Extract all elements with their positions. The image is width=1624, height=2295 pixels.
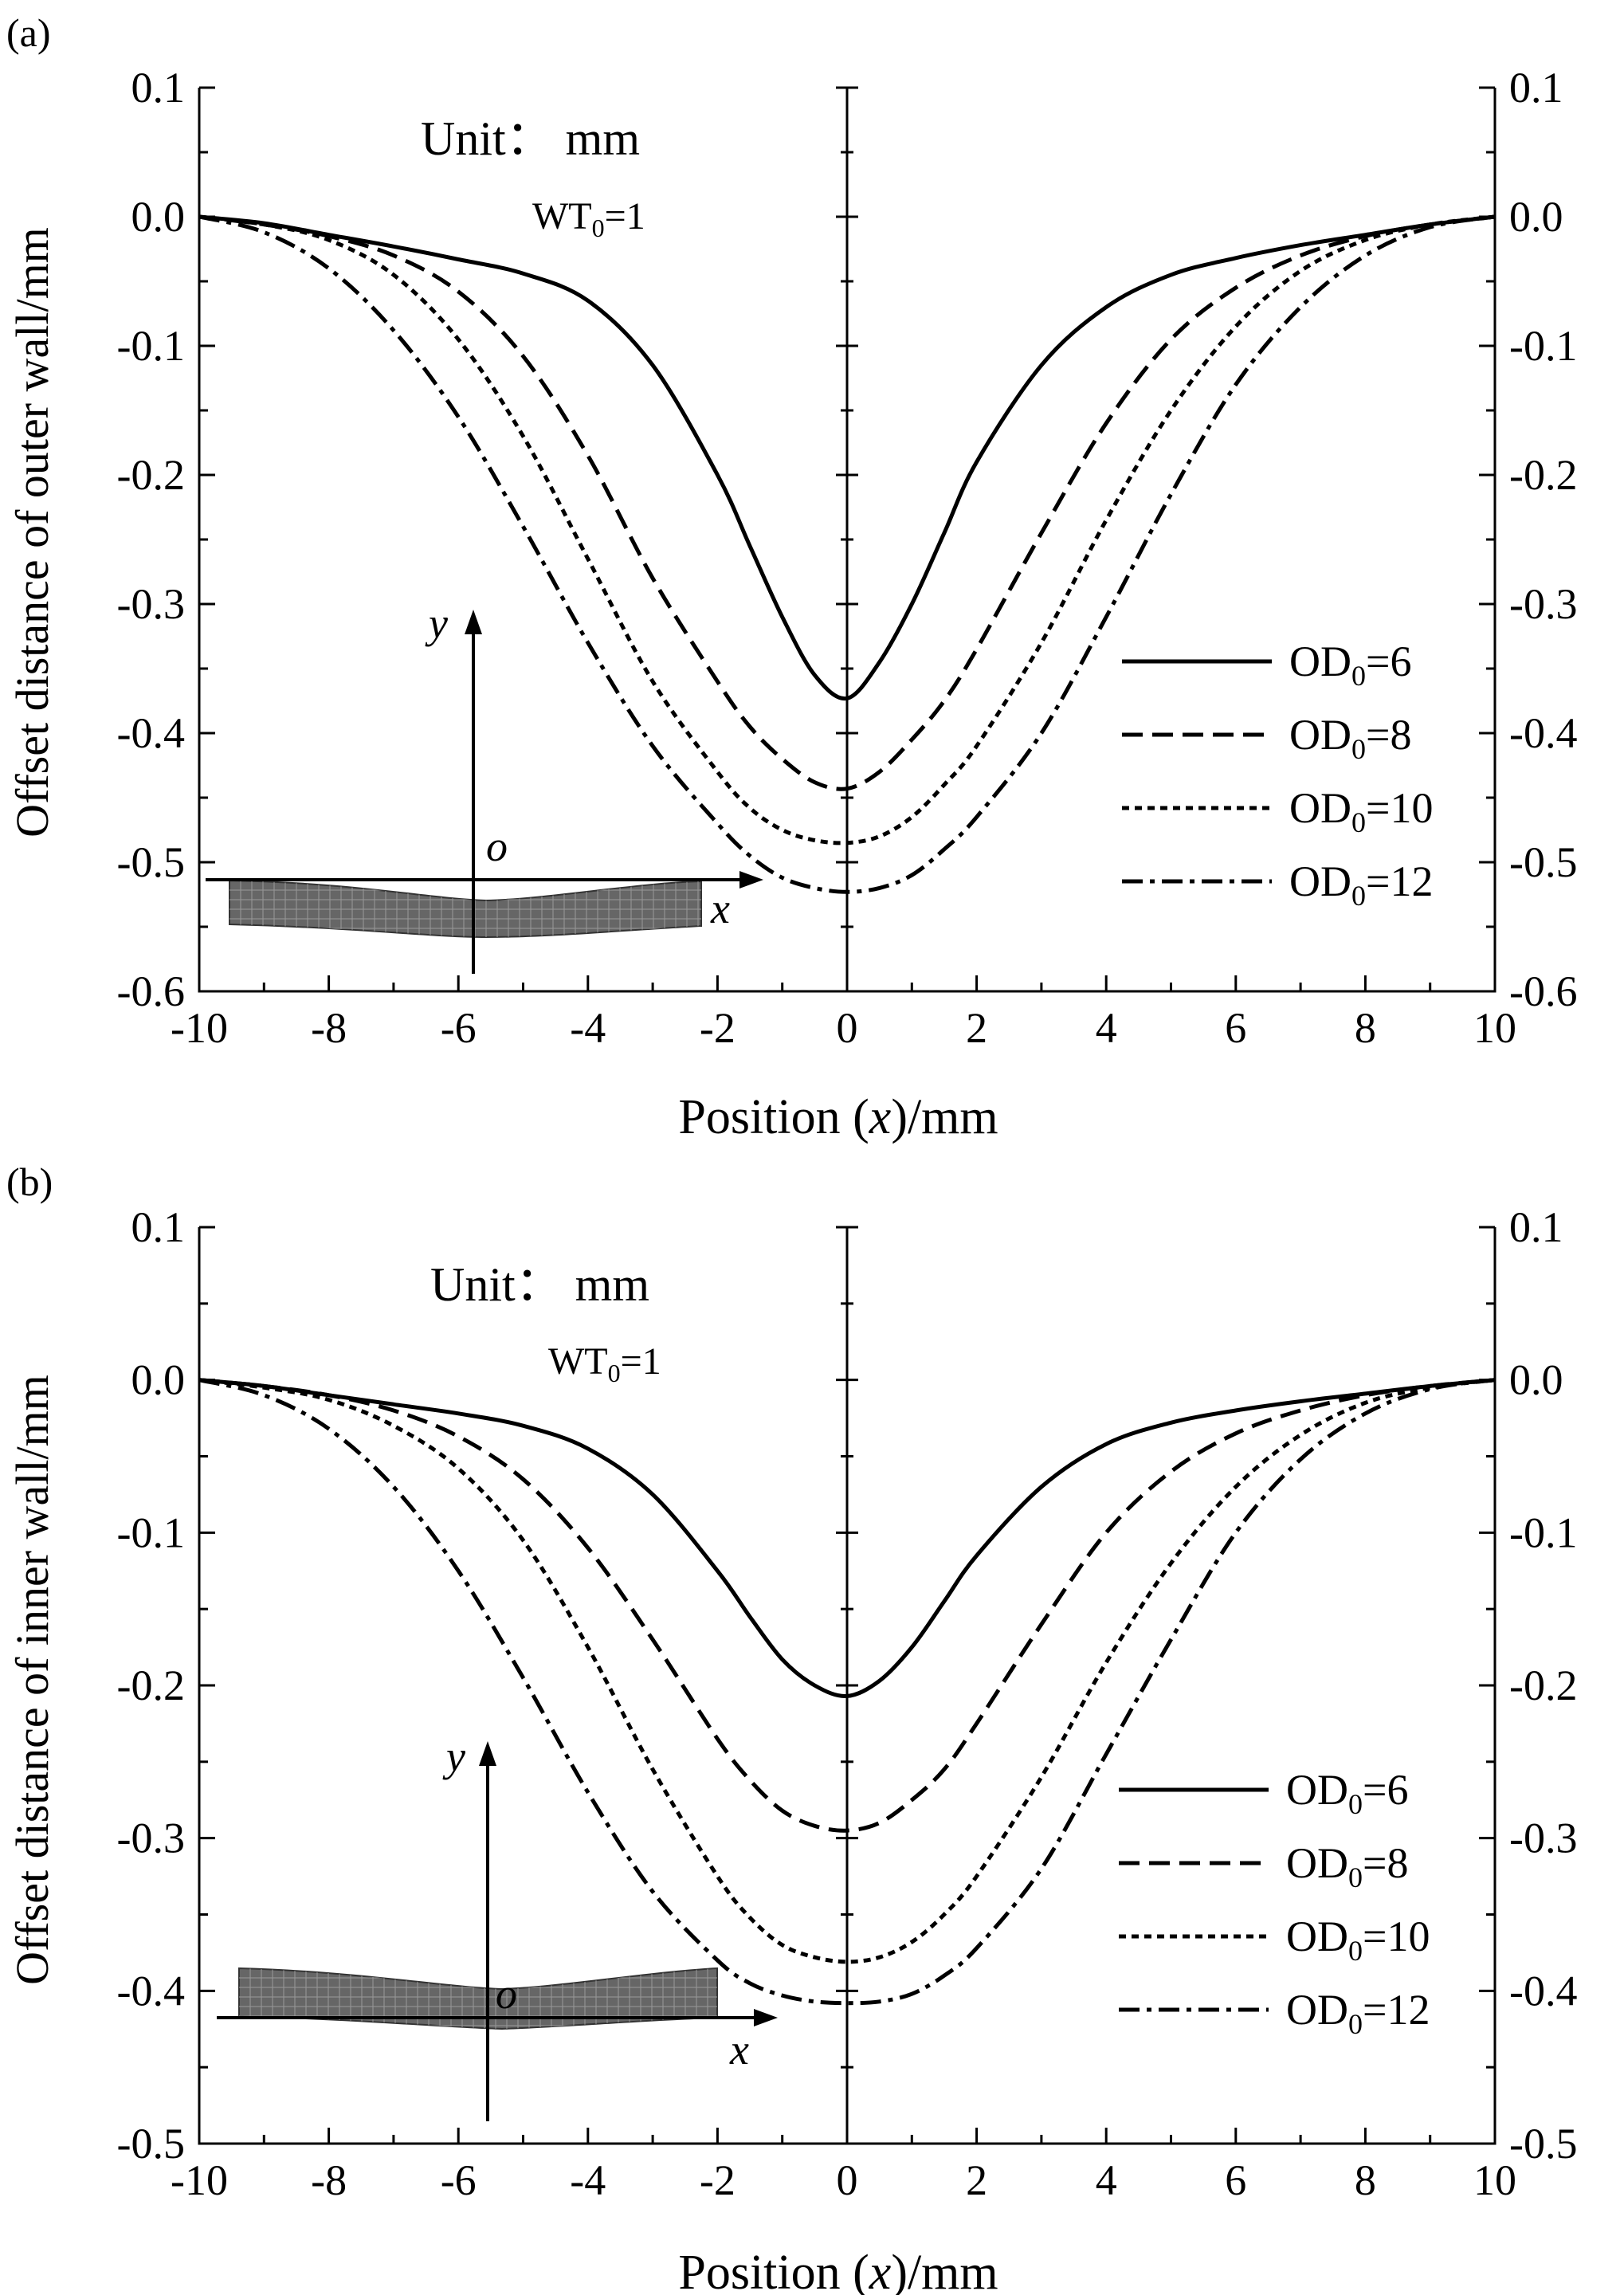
y-tick-label-right: -0.6 <box>1509 967 1577 1015</box>
y-tick-label-left: -0.1 <box>117 322 185 370</box>
x-tick-label: -6 <box>441 2156 477 2204</box>
series-line-2 <box>198 1378 1496 1833</box>
x-axis-label: Position (x)/mm <box>678 2246 998 2295</box>
panel-b: (b) Offset distance of inner wall/mm Pos… <box>6 1159 1577 2295</box>
inset-coordinate-diagram: y o x <box>206 599 763 974</box>
y-tick-label-left: 0.0 <box>131 193 186 241</box>
legend-label-4: OD0=12 <box>1286 1986 1430 2040</box>
y-tick-label-left: -0.2 <box>117 1661 185 1709</box>
y-tick-label-right: 0.0 <box>1509 193 1563 241</box>
x-tick-label: -10 <box>171 2156 228 2204</box>
y-tick-label-left: -0.5 <box>117 838 185 886</box>
x-tick-label: 2 <box>966 2156 987 2204</box>
x-tick-label: -4 <box>570 2156 606 2204</box>
x-tick-label: -10 <box>171 1004 228 1052</box>
legend-label-2: OD0=8 <box>1289 711 1411 765</box>
x-axis-label-post: )/mm <box>891 2246 998 2295</box>
y-axis-label: Offset distance of inner wall/mm <box>6 1375 58 1985</box>
x-tick-label: -8 <box>311 1004 347 1052</box>
inset-x-arrow <box>739 871 763 889</box>
unit-annotation: Unit： mm <box>430 1258 649 1311</box>
legend-label-1: OD0=6 <box>1289 638 1411 692</box>
y-tick-label-left: -0.4 <box>117 1967 185 2014</box>
y-tick-label-left: -0.2 <box>117 451 185 499</box>
series-line-3 <box>198 1378 1496 1964</box>
x-tick-label: -2 <box>700 2156 736 2204</box>
series-line-4 <box>198 214 1496 894</box>
y-tick-label-right: -0.3 <box>1509 1814 1577 1862</box>
y-tick-label-right: -0.1 <box>1509 1508 1577 1556</box>
inset-origin-label: o <box>486 822 508 870</box>
legend-label-2: OD0=8 <box>1286 1839 1408 1893</box>
y-tick-label-left: -0.4 <box>117 709 185 757</box>
y-tick-label-right: -0.2 <box>1509 1661 1577 1709</box>
x-tick-label: -4 <box>570 1004 606 1052</box>
inset-x-label: x <box>710 885 730 932</box>
x-axis-label-pre: Position ( <box>678 2246 869 2295</box>
y-tick-label-right: 0.1 <box>1509 64 1563 112</box>
x-tick-label: 8 <box>1355 2156 1376 2204</box>
inset-y-label: y <box>442 1732 465 1780</box>
y-tick-label-right: -0.5 <box>1509 2120 1577 2168</box>
x-tick-label: 0 <box>837 1004 858 1052</box>
inset-x-arrow <box>754 2009 778 2026</box>
x-tick-label: 10 <box>1473 1004 1516 1052</box>
inset-y-label: y <box>425 599 448 647</box>
inset-y-arrow <box>479 1741 496 1766</box>
y-tick-label-right: 0.0 <box>1509 1356 1563 1404</box>
wall-thickness-annotation: WT0=1 <box>532 195 645 242</box>
legend-label-3: OD0=10 <box>1286 1912 1430 1967</box>
y-tick-label-left: -0.1 <box>117 1508 185 1556</box>
y-tick-label-right: -0.1 <box>1509 322 1577 370</box>
inset-x-label: x <box>729 2026 749 2073</box>
wall-thickness-annotation: WT0=1 <box>548 1340 661 1387</box>
x-tick-label: -2 <box>700 1004 736 1052</box>
series-line-3 <box>198 214 1496 845</box>
x-axis-label-pre: Position ( <box>678 1090 869 1144</box>
y-axis-label: Offset distance of outer wall/mm <box>6 227 58 838</box>
x-axis-label: Position (x)/mm <box>678 1090 998 1144</box>
series-line-1 <box>198 1378 1496 1698</box>
series-line-2 <box>198 214 1496 791</box>
x-axis-label-post: )/mm <box>891 1090 998 1144</box>
y-tick-label-left: 0.0 <box>131 1356 186 1404</box>
x-axis-label-var: x <box>869 1090 892 1144</box>
x-tick-label: -8 <box>311 2156 347 2204</box>
y-tick-label-right: -0.5 <box>1509 838 1577 886</box>
legend-label-4: OD0=12 <box>1289 857 1433 912</box>
series-line-1 <box>198 214 1496 701</box>
y-tick-label-right: -0.2 <box>1509 451 1577 499</box>
x-tick-label: 6 <box>1225 2156 1246 2204</box>
y-tick-label-left: 0.1 <box>131 1203 186 1251</box>
legend-label-1: OD0=6 <box>1286 1766 1408 1820</box>
y-tick-label-right: -0.4 <box>1509 1967 1577 2014</box>
y-tick-label-left: -0.3 <box>117 1814 185 1862</box>
x-tick-label: 4 <box>1096 2156 1117 2204</box>
x-tick-label: -6 <box>441 1004 477 1052</box>
y-tick-label-left: 0.1 <box>131 64 186 112</box>
unit-annotation: Unit： mm <box>421 112 640 165</box>
x-tick-label: 4 <box>1096 1004 1117 1052</box>
series-line-4 <box>198 1378 1496 2006</box>
y-tick-label-right: -0.3 <box>1509 580 1577 628</box>
x-tick-label: 0 <box>837 2156 858 2204</box>
inset-origin-label: o <box>496 1970 517 2018</box>
y-tick-label-left: -0.3 <box>117 580 185 628</box>
y-tick-label-right: -0.4 <box>1509 709 1577 757</box>
inset-y-arrow <box>465 610 482 634</box>
x-tick-label: 2 <box>966 1004 987 1052</box>
panel-label: (a) <box>6 10 51 55</box>
y-tick-label-right: 0.1 <box>1509 1203 1563 1251</box>
x-tick-label: 8 <box>1355 1004 1376 1052</box>
x-tick-label: 6 <box>1225 1004 1246 1052</box>
panel-a: (a) Offset distance of outer wall/mm Pos… <box>6 10 1577 1144</box>
x-axis-label-var: x <box>869 2246 892 2295</box>
panel-label: (b) <box>6 1159 53 1204</box>
y-tick-label-left: -0.5 <box>117 2120 185 2168</box>
x-tick-label: 10 <box>1473 2156 1516 2204</box>
legend-label-3: OD0=10 <box>1289 784 1433 838</box>
y-tick-label-left: -0.6 <box>117 967 185 1015</box>
